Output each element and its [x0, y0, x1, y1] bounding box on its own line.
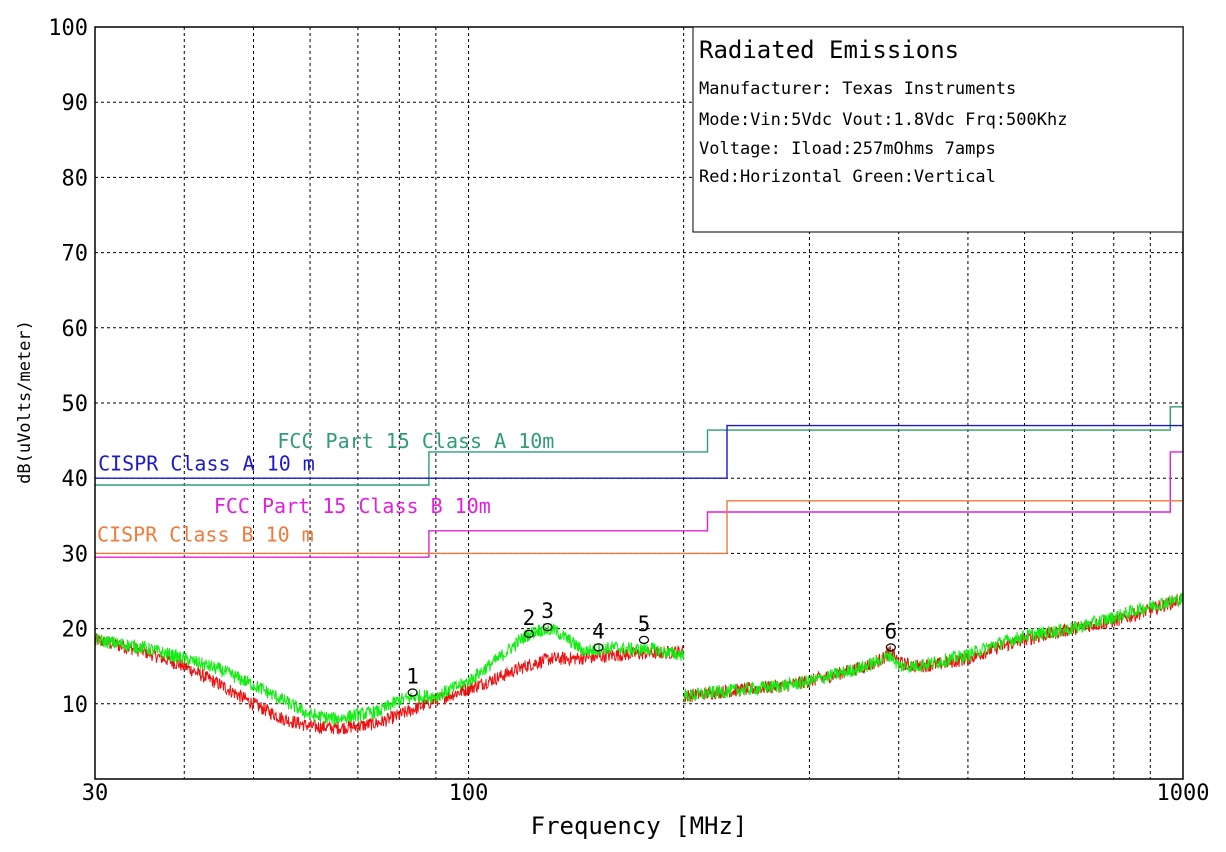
- peak-marker-label: 4: [592, 619, 605, 643]
- info-box-title: Radiated Emissions: [699, 36, 959, 64]
- peak-marker: [593, 643, 604, 652]
- y-tick-label: 60: [62, 317, 89, 342]
- series-line-vertical: [94, 623, 684, 725]
- tick-labels: 10 20 30 40 50 60 70 80 90 100 30 100 1000: [48, 16, 1209, 806]
- y-tick-label: 20: [62, 618, 89, 643]
- info-box-voltage: Voltage: Iload:257mOhms 7amps: [699, 139, 996, 159]
- peak-marker: [638, 635, 650, 644]
- peak-marker-label: 6: [885, 619, 898, 643]
- limit-line: [95, 424, 1183, 479]
- plot-frame: [94, 26, 1184, 780]
- info-box-frame: [692, 26, 1184, 233]
- y-tick-label: 80: [62, 166, 89, 191]
- peak-marker-label: 5: [638, 612, 651, 636]
- limit-label: FCC Part 15 Class B 10m: [214, 494, 491, 518]
- x-axis-title: Frequency [MHz]: [531, 812, 748, 840]
- peak-marker-label: 2: [523, 606, 536, 630]
- peak-marker: [523, 629, 535, 638]
- limit-label: FCC Part 15 Class A 10m: [277, 429, 554, 453]
- y-tick-label: 70: [62, 242, 89, 267]
- limit-line: [95, 406, 1183, 486]
- info-box-mode: Mode:Vin:5Vdc Vout:1.8Vdc Frq:500Khz: [699, 110, 1067, 130]
- peak-marker-label: 3: [541, 599, 554, 623]
- y-tick-label: 100: [48, 16, 88, 41]
- peak-marker-label: 1: [406, 665, 419, 689]
- limit-label: CISPR Class B 10 m: [97, 522, 314, 546]
- peak-marker: [542, 622, 553, 632]
- y-tick-label: 90: [62, 91, 89, 116]
- y-tick-label: 40: [62, 467, 89, 492]
- limit-line: [95, 500, 1183, 555]
- info-box: Radiated Emissions Manufacturer: Texas I…: [692, 26, 1184, 233]
- y-tick-label: 50: [62, 392, 89, 417]
- markers: 12 34 5 6: [406, 599, 898, 697]
- x-tick-label: 30: [82, 781, 109, 806]
- peak-marker: [407, 688, 418, 697]
- data-series: [94, 592, 1184, 735]
- y-tick-label: 30: [62, 542, 89, 567]
- y-axis-title: dB(uVolts/meter): [15, 320, 35, 484]
- peak-marker: [885, 643, 896, 652]
- info-box-legend: Red:Horizontal Green:Vertical: [699, 167, 996, 187]
- info-box-manufacturer: Manufacturer: Texas Instruments: [699, 79, 1016, 99]
- x-tick-label: 1000: [1157, 781, 1210, 806]
- series-line-vertical: [683, 592, 1184, 703]
- limit-label: CISPR Class A 10 m: [98, 452, 315, 476]
- y-tick-label: 10: [62, 693, 89, 718]
- x-tick-label: 100: [449, 781, 489, 806]
- series-line-horizontal: [94, 633, 684, 735]
